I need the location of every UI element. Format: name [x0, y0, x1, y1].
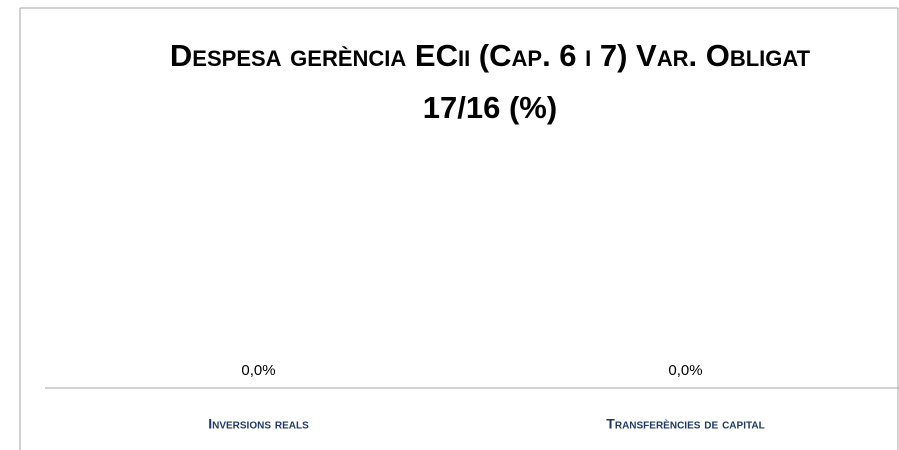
value-label: 0,0% — [668, 362, 702, 379]
chart-title: Despesa gerència ECii (Cap. 6 i 7) Var. … — [169, 38, 811, 125]
x-tick-label: Transferències de capital — [606, 416, 764, 432]
x-tick-label: Inversions reals — [208, 416, 309, 432]
value-label: 0,0% — [241, 362, 275, 379]
